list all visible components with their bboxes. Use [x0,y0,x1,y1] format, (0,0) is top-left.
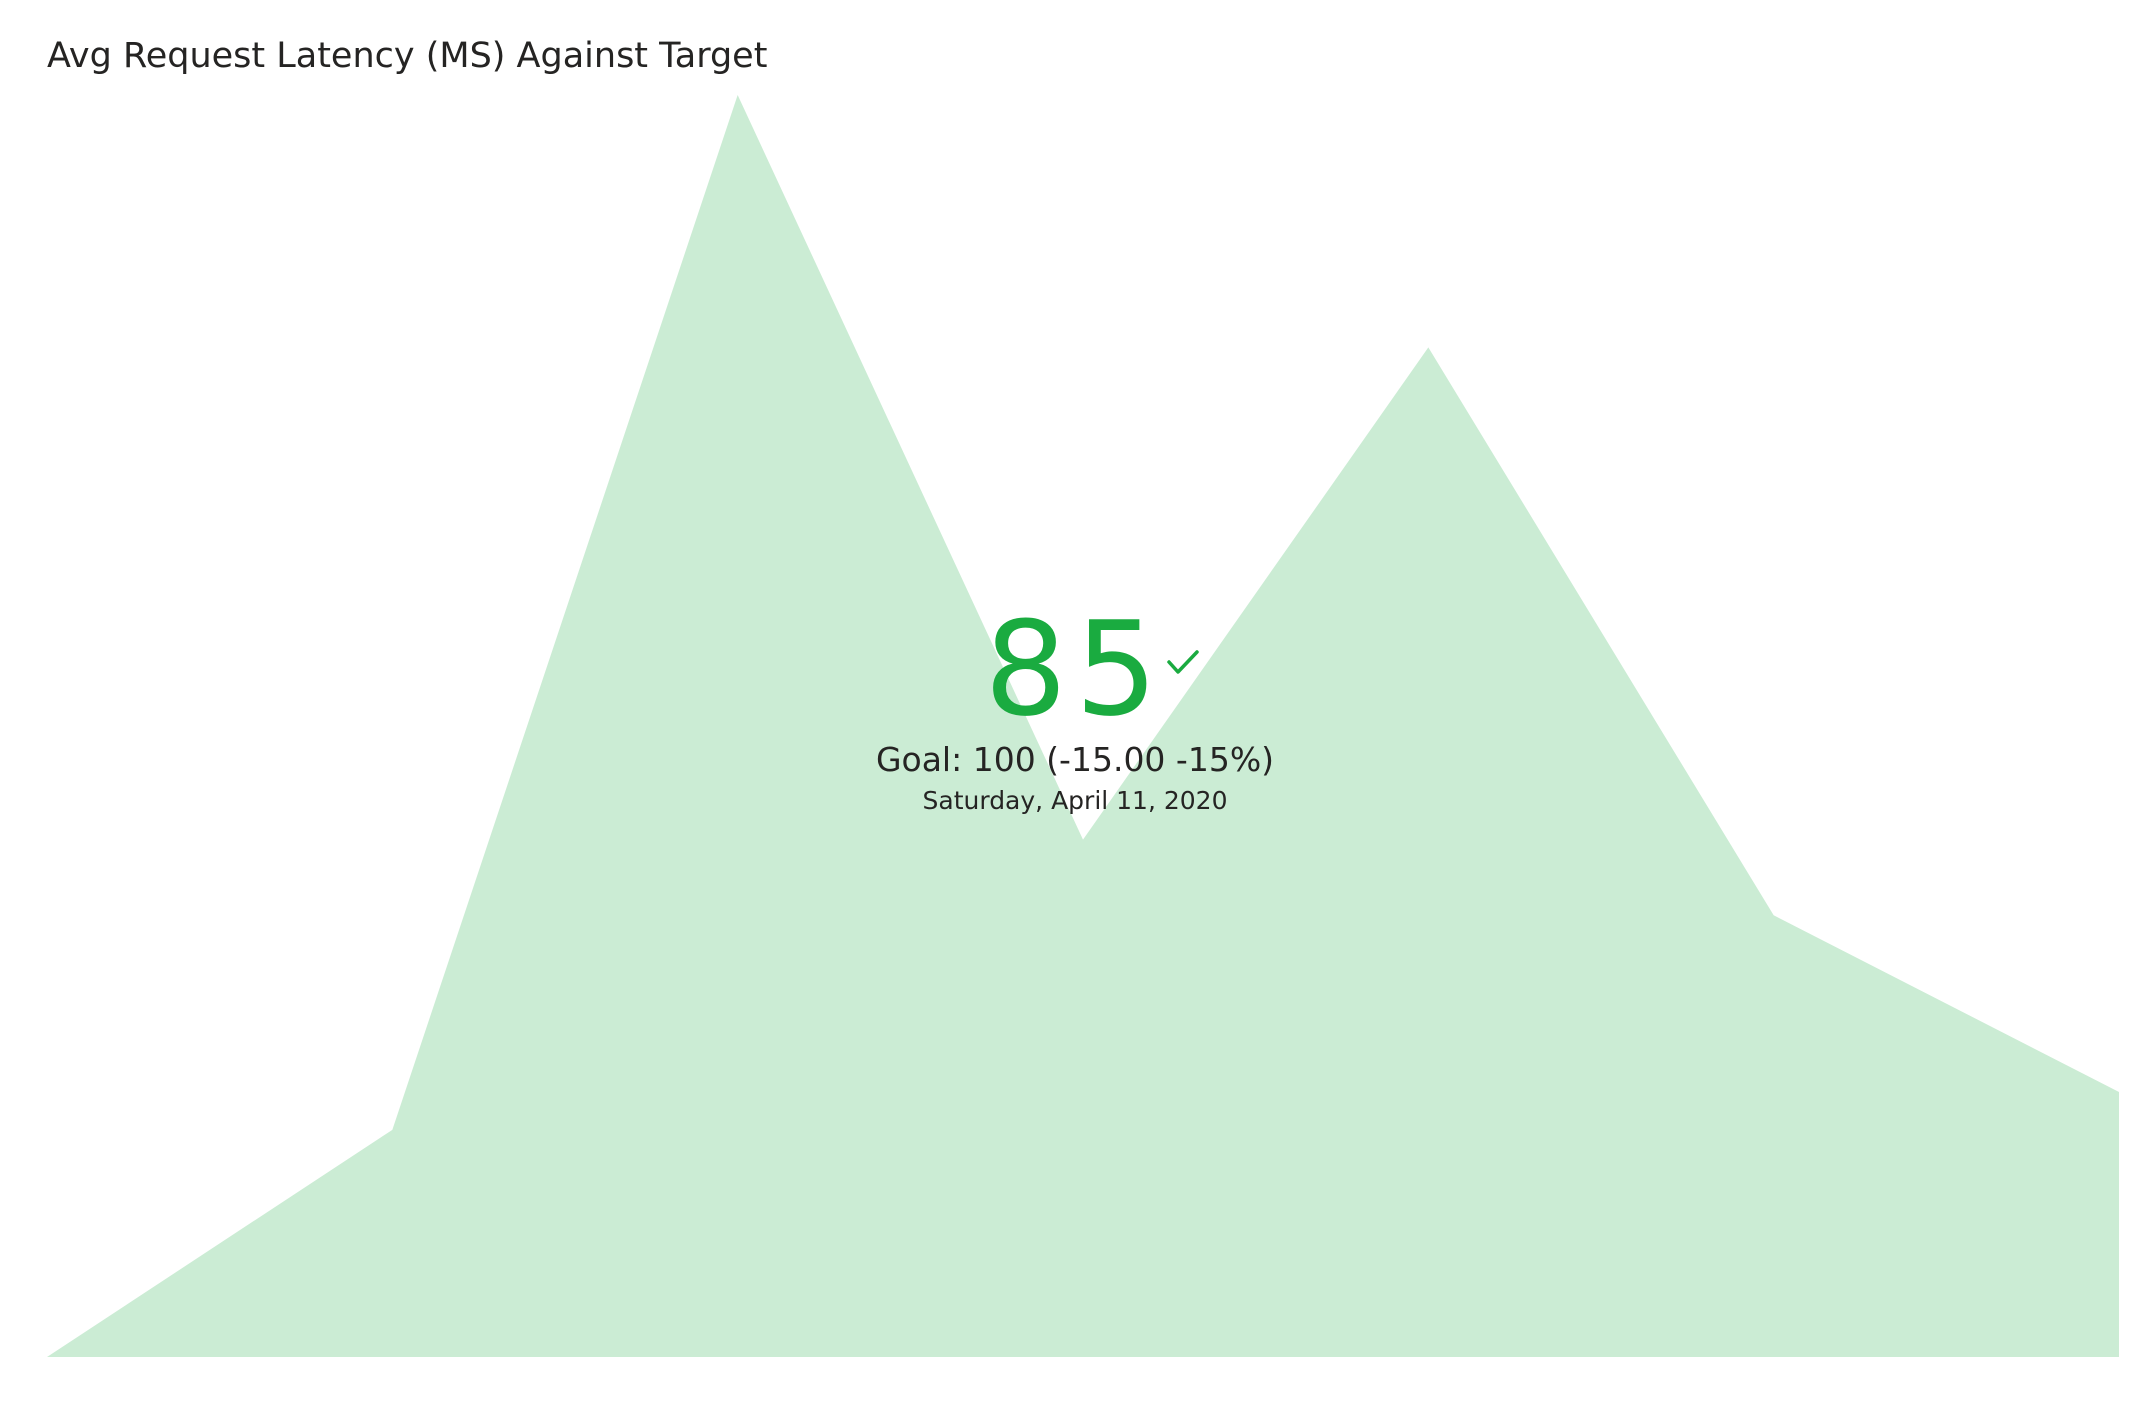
kpi-callout: 85 Goal: 100 (-15.00 -15%) Saturday, Apr… [0,600,2150,818]
kpi-date-text: Saturday, April 11, 2020 [922,786,1228,815]
check-icon [1166,650,1199,674]
kpi-value: 85 [984,593,1166,745]
kpi-value-row: 85 [984,600,1199,738]
kpi-goal-text: Goal: 100 (-15.00 -15%) [875,740,1275,779]
trend-area [47,95,2119,1357]
visual-title: Avg Request Latency (MS) Against Target [47,36,768,76]
